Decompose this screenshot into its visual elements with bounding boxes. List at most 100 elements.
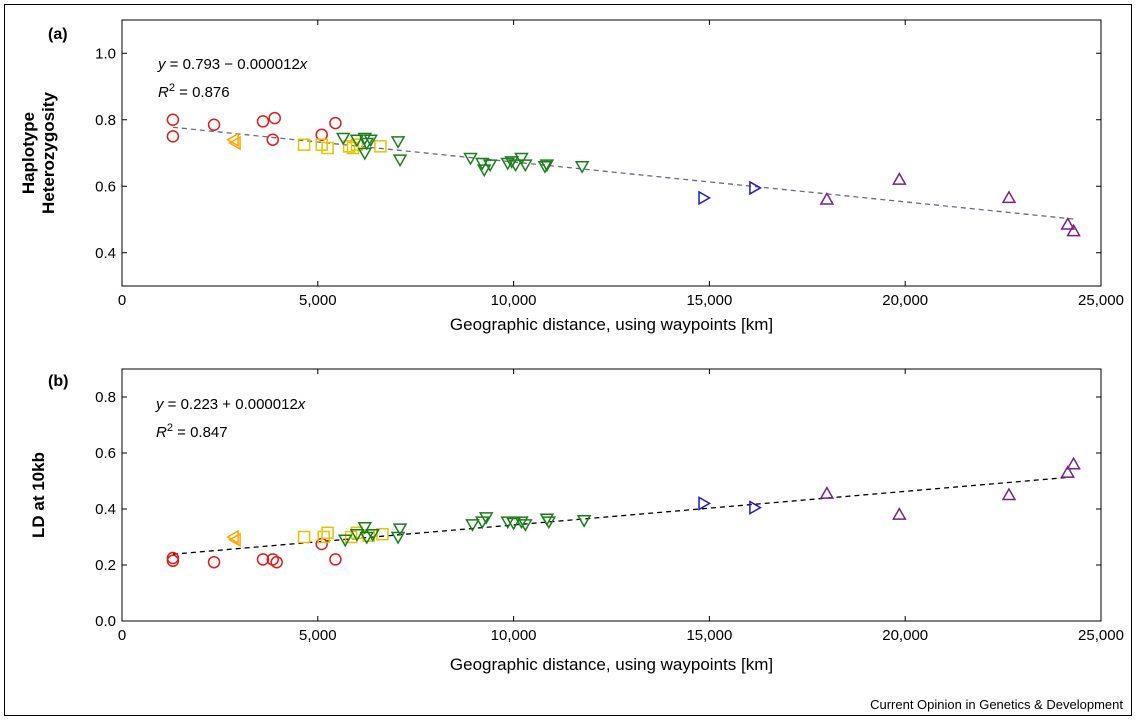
series-africa: [166, 111, 342, 146]
series-africa: [166, 537, 342, 569]
r-squared: R2 = 0.847: [156, 422, 228, 441]
fit-equation: y = 0.793 − 0.000012x: [157, 56, 308, 73]
data-point-triangle-up: [1001, 487, 1017, 501]
data-point-triangle-down: [390, 531, 406, 545]
data-point-circle: [268, 111, 281, 125]
y-axis-label: LD at 10kb: [29, 452, 48, 538]
data-point-triangle-down: [476, 164, 492, 178]
series-america: [819, 172, 1081, 237]
data-point-triangle-down: [537, 161, 553, 174]
data-point-triangle-up: [892, 172, 907, 185]
data-point-circle: [266, 553, 280, 566]
data-point-square: [297, 138, 311, 151]
r-squared: R2 = 0.876: [158, 82, 230, 101]
y-axis-label-line: Heterozygosity: [39, 92, 58, 214]
data-point-triangle-down: [518, 159, 533, 173]
data-point-triangle-down: [357, 147, 373, 161]
data-point-triangle-down: [576, 514, 592, 528]
x-tick-label: 5,000: [299, 627, 337, 644]
data-point-triangle-right: [749, 500, 762, 515]
data-point-triangle-right: [698, 190, 712, 206]
data-point-triangle-down: [392, 523, 408, 537]
panel-label: (a): [48, 26, 68, 43]
data-point-triangle-down: [357, 521, 373, 535]
data-point-square: [342, 140, 356, 153]
figure-frame: [4, 4, 1132, 716]
data-point-triangle-down: [541, 516, 557, 530]
data-point-triangle-down: [465, 519, 480, 532]
y-tick-label: 0.8: [95, 112, 116, 129]
y-tick-label: 0.2: [95, 557, 116, 574]
data-point-circle: [207, 118, 221, 131]
panel-label: (b): [48, 373, 68, 390]
data-point-triangle-up: [819, 486, 835, 499]
series-middle_east: [226, 529, 241, 548]
data-point-triangle-left: [226, 132, 239, 147]
data-point-triangle-left: [228, 532, 241, 548]
x-axis-label: Geographic distance, using waypoints [km…: [450, 655, 773, 674]
data-point-triangle-up: [1001, 190, 1017, 204]
plot-frame: [121, 19, 1102, 287]
data-point-triangle-up: [892, 507, 907, 520]
y-axis-label-line: Haplotype: [19, 112, 38, 194]
y-tick-label: 0.0: [95, 613, 116, 630]
data-point-triangle-down: [335, 132, 351, 146]
data-point-triangle-down: [506, 517, 521, 531]
x-tick-label: 0: [118, 627, 126, 644]
data-point-triangle-down: [539, 159, 555, 173]
data-point-circle: [166, 130, 180, 143]
data-point-triangle-down: [500, 516, 516, 530]
data-point-triangle-down: [514, 516, 529, 530]
data-point-circle: [256, 553, 270, 566]
x-tick-label: 25,000: [1078, 627, 1124, 644]
x-axis-label: Geographic distance, using waypoints [km…: [450, 315, 773, 334]
data-point-triangle-down: [365, 528, 380, 542]
data-point-square: [374, 140, 387, 153]
data-point-square: [321, 141, 334, 155]
data-point-circle: [329, 116, 342, 130]
data-point-triangle-down: [518, 519, 533, 532]
data-point-triangle-down: [478, 512, 494, 525]
fit-equation: y = 0.223 + 0.000012x: [155, 396, 306, 413]
x-tick-label: 20,000: [882, 627, 928, 644]
data-point-triangle-down: [514, 152, 529, 166]
data-point-triangle-down: [508, 159, 523, 173]
data-point-triangle-right: [749, 180, 762, 196]
data-point-triangle-down: [349, 134, 365, 148]
fit-line: [172, 126, 1074, 220]
y-tick-label: 0.8: [95, 389, 116, 406]
data-point-triangle-down: [500, 157, 516, 171]
data-point-triangle-up: [1066, 456, 1081, 470]
y-tick-label: 1.0: [95, 45, 116, 62]
x-tick-label: 25,000: [1078, 292, 1124, 309]
data-point-triangle-down: [504, 156, 519, 169]
series-asia: [335, 132, 590, 178]
data-point-square: [317, 530, 330, 544]
plot-frame: [121, 368, 1102, 622]
x-tick-label: 5,000: [299, 292, 337, 309]
data-point-circle: [270, 555, 283, 569]
y-tick-label: 0.4: [95, 501, 116, 518]
data-point-triangle-down: [482, 159, 498, 173]
data-point-triangle-down: [359, 531, 375, 545]
fit-line: [172, 476, 1074, 555]
data-point-triangle-up: [1060, 216, 1076, 230]
series-asia: [337, 512, 592, 548]
data-point-circle: [329, 553, 342, 566]
data-point-square: [297, 530, 311, 544]
y-axis-label-line: LD at 10kb: [29, 452, 48, 538]
source-credit: Current Opinion in Genetics & Developmen…: [870, 697, 1123, 712]
data-point-triangle-up: [1066, 223, 1081, 237]
data-point-triangle-left: [226, 529, 239, 545]
data-point-circle: [315, 128, 328, 141]
data-point-triangle-down: [392, 154, 408, 168]
data-point-triangle-down: [349, 528, 365, 542]
data-point-triangle-down: [337, 534, 353, 548]
x-tick-label: 20,000: [882, 292, 928, 309]
series-middle_east: [226, 132, 241, 151]
x-tick-label: 15,000: [686, 292, 732, 309]
y-tick-label: 0.4: [95, 245, 116, 262]
series-oceania: [698, 180, 762, 206]
series-oceania: [698, 496, 762, 515]
